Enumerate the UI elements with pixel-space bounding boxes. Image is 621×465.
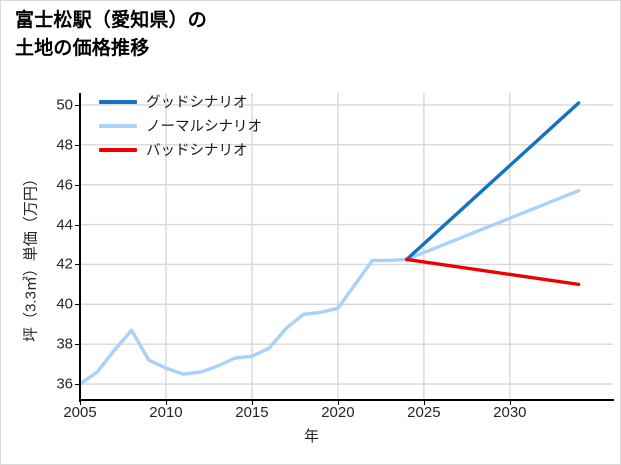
y-axis-line (79, 93, 81, 402)
y-axis-tick-mark (75, 144, 80, 146)
y-axis-tick-label: 48 (56, 136, 73, 154)
plot-svg (80, 93, 613, 400)
data-line-forecast (404, 101, 581, 262)
y-axis-tick-label: 50 (56, 96, 73, 114)
y-axis-tick-mark (75, 304, 80, 306)
legend-item[interactable]: グッドシナリオ (99, 94, 262, 111)
legend-item[interactable]: バッドシナリオ (99, 142, 262, 159)
data-line-forecast (404, 257, 581, 287)
x-axis-tick-label: 2015 (235, 404, 269, 421)
x-axis-label: 年 (303, 428, 319, 445)
page-title: 富士松駅（愛知県）の 土地の価格推移 (15, 10, 208, 59)
y-axis-tick-mark (75, 264, 80, 266)
x-axis-tick-mark (165, 400, 167, 405)
x-axis-line (79, 399, 614, 401)
y-axis-tick-label: 44 (56, 216, 73, 234)
y-axis-tick-label: 40 (56, 295, 73, 313)
y-axis-tick-mark (75, 224, 80, 226)
gridlines-vertical (165, 93, 511, 400)
x-axis-tick-mark (423, 400, 425, 405)
legend: グッドシナリオ ノーマルシナリオ バッドシナリオ (99, 94, 262, 159)
data-line-historical-and-forecast (80, 188, 581, 386)
y-axis-tick-label: 46 (56, 176, 73, 194)
legend-color-swatch (99, 99, 137, 104)
y-axis-label: 坪（3.3㎡）単価（万円） (22, 171, 40, 342)
gridlines-horizontal (80, 104, 613, 385)
x-axis-tick-mark (337, 400, 339, 405)
plot-area (80, 93, 613, 400)
x-axis-tick-label: 2020 (321, 404, 355, 421)
y-axis-tick-label: 36 (56, 375, 73, 393)
legend-color-swatch (99, 123, 137, 128)
x-axis-tick-mark (80, 400, 81, 405)
data-series-group (80, 101, 581, 386)
legend-item-label: バッドシナリオ (146, 143, 248, 159)
y-axis-tick-label: 42 (56, 255, 73, 273)
x-axis-tick-mark (251, 400, 253, 405)
x-axis-tick-label: 2030 (493, 404, 527, 421)
x-axis-tick-label: 2005 (63, 404, 97, 421)
y-axis-tick-mark (75, 184, 80, 186)
x-axis-tick-label: 2010 (149, 404, 183, 421)
legend-item-label: ノーマルシナリオ (146, 119, 262, 135)
legend-item-label: グッドシナリオ (146, 95, 248, 111)
y-axis-tick-label: 38 (56, 335, 73, 353)
y-axis-tick-labels: 36 38 40 42 44 46 48 50 (1, 1, 73, 464)
y-axis-tick-mark (75, 344, 80, 346)
x-axis-tick-label: 2025 (407, 404, 441, 421)
x-axis-tick-mark (509, 400, 511, 405)
y-axis-tick-mark (75, 384, 80, 386)
y-axis-tick-mark (75, 104, 80, 106)
legend-item[interactable]: ノーマルシナリオ (99, 118, 262, 135)
legend-color-swatch (99, 147, 137, 152)
